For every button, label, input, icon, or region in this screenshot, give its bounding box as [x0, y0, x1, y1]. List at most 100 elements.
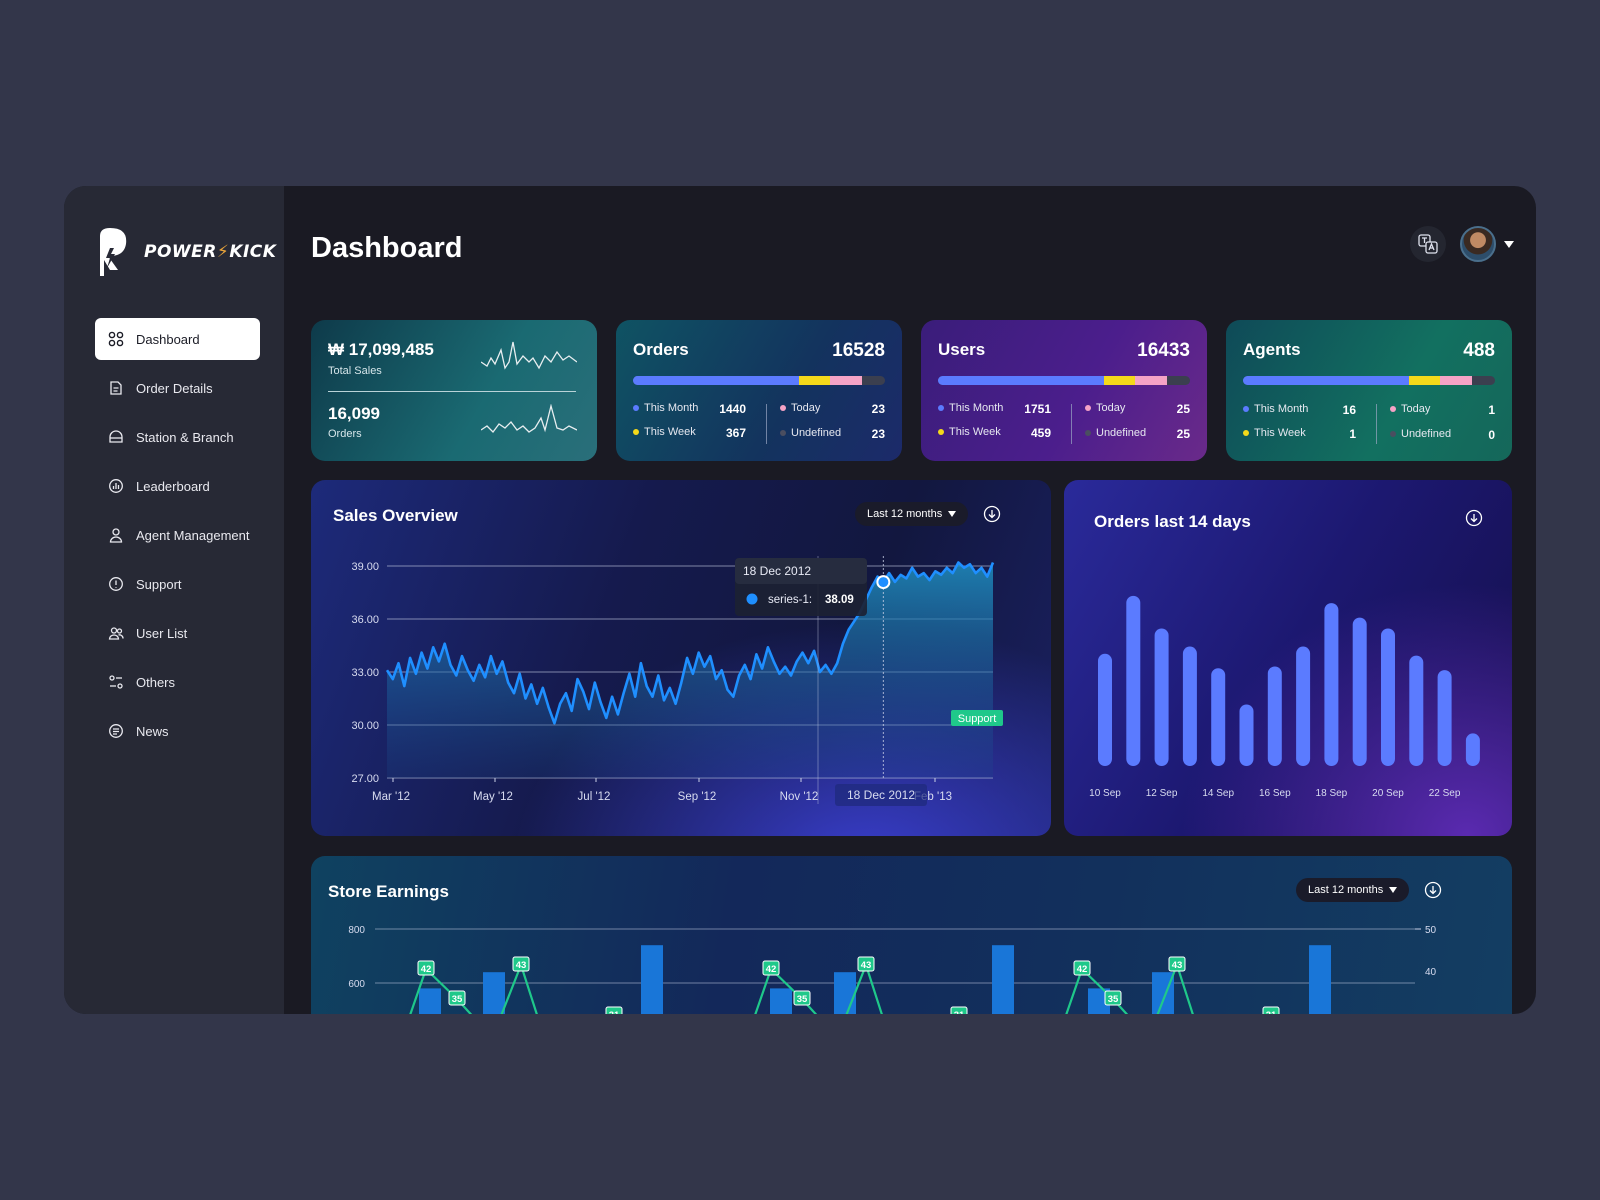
sidebar-item-leaderboard[interactable]: Leaderboard [95, 465, 260, 507]
bar [1154, 628, 1169, 766]
total-sales-label: Total Sales [328, 365, 382, 377]
bar [1381, 628, 1395, 766]
bolt-icon: ⚡ [216, 242, 230, 262]
sliders-icon [107, 673, 125, 691]
dot-icon [938, 405, 944, 411]
line-data-label-box [417, 960, 435, 976]
bar [419, 988, 441, 1014]
download-icon[interactable] [1465, 509, 1483, 527]
bar [1409, 655, 1424, 766]
line-data-label: 42 [766, 964, 777, 975]
y-right-tick-label: 50 [1425, 925, 1437, 936]
sidebar-item-label: Agent Management [136, 527, 250, 543]
x-tick-label: 22 Sep [1429, 788, 1461, 799]
y-tick-label: 27.00 [351, 773, 379, 785]
line-data-label: 42 [1077, 964, 1088, 975]
annotation-badge [951, 710, 1003, 726]
dot-icon [780, 430, 786, 436]
line-data-label-box [857, 956, 875, 972]
chevron-down-icon[interactable] [1504, 240, 1514, 248]
undefined-value: 0 [1488, 428, 1495, 442]
brand-name-right: KICK [229, 242, 277, 262]
series-line [754, 967, 818, 1014]
app-window: POWER⚡KICK Dashboard Order Details Stati… [64, 186, 1536, 1014]
line-data-label: 43 [861, 960, 872, 971]
line-data-label-box [1168, 956, 1186, 972]
sidebar-item-order-details[interactable]: Order Details [95, 367, 260, 409]
series-line [385, 561, 995, 725]
this-month-value: 1751 [1024, 402, 1051, 416]
chevron-down-icon [1389, 887, 1398, 893]
x-tick-label: 10 Sep [1089, 788, 1121, 799]
dot-icon [1243, 430, 1249, 436]
bar-segment-today [1134, 376, 1168, 385]
line-data-label-box [793, 990, 811, 1006]
download-icon[interactable] [983, 505, 1001, 523]
bar [770, 988, 792, 1014]
brand-logo[interactable]: POWER⚡KICK [94, 226, 276, 278]
sidebar-item-support[interactable]: Support [95, 563, 260, 605]
bar [1126, 595, 1141, 766]
tooltip-dot [746, 593, 758, 605]
x-tick-label: 16 Sep [1259, 788, 1291, 799]
line-data-label: 43 [1172, 960, 1183, 971]
bar [1211, 668, 1226, 766]
translate-button[interactable] [1410, 226, 1446, 262]
orders-value: 16,099 [328, 404, 380, 423]
download-icon[interactable] [1424, 881, 1442, 899]
tooltip-value: 38.09 [825, 594, 854, 606]
period-select[interactable]: Last 12 months [855, 502, 969, 526]
divider [1071, 404, 1072, 444]
sales-overview-card: Sales Overview Last 12 months 39.00 36.00… [311, 480, 1051, 836]
sidebar-item-user-list[interactable]: User List [95, 612, 260, 654]
x-tick-label: Jul '12 [578, 791, 611, 803]
legend-this-week: This Week [633, 426, 696, 438]
bar [1098, 653, 1112, 766]
sidebar-item-others[interactable]: Others [95, 661, 260, 703]
bar-segment-week [799, 376, 830, 385]
line-data-label-box [762, 960, 780, 976]
bar [483, 972, 505, 1014]
dot-icon [633, 429, 639, 435]
dot-icon [938, 429, 944, 435]
period-select[interactable]: Last 12 months [1296, 878, 1410, 902]
brand-name: POWER⚡KICK [144, 242, 276, 262]
tooltip-series-label: series-1: [768, 594, 812, 606]
station-icon [107, 428, 125, 446]
x-tick-label: May '12 [473, 791, 513, 803]
dot-icon [1390, 431, 1396, 437]
agents-card-total: 488 [1463, 340, 1495, 361]
avatar[interactable] [1460, 226, 1496, 262]
legend-label: This Week [644, 426, 696, 438]
x-tick-label: Sep '12 [678, 791, 717, 803]
users-card-total: 16433 [1137, 340, 1190, 361]
legend-undefined: Undefined [1085, 427, 1146, 439]
orders-progress-bar [633, 376, 885, 385]
y-left-tick-label: 600 [348, 979, 365, 990]
legend-this-month: This Month [938, 402, 1003, 414]
sidebar-item-agent-management[interactable]: Agent Management [95, 514, 260, 556]
main-content: Dashboard ₩ 17,099,485 Total Sales 16,09… [284, 186, 1536, 1014]
bar-segment-month [633, 376, 800, 385]
y-tick-label: 30.00 [351, 720, 379, 732]
legend-label: This Month [949, 402, 1004, 414]
bar [1267, 666, 1282, 766]
legend-undefined: Undefined [1390, 428, 1451, 440]
sidebar-item-station-branch[interactable]: Station & Branch [95, 416, 260, 458]
sidebar-item-label: News [136, 723, 169, 739]
users-card-title: Users [938, 340, 986, 359]
legend-label: This Month [1254, 403, 1309, 415]
store-earnings-chart: 800 600 50 40 42 35 43 31 42 35 43 31 42 35 43 31 [348, 925, 1437, 1014]
line-data-label: 35 [797, 994, 808, 1005]
crosshair-label-box [835, 784, 927, 806]
dot-icon [1243, 406, 1249, 412]
sidebar-item-dashboard[interactable]: Dashboard [95, 318, 260, 360]
sidebar-item-news[interactable]: News [95, 710, 260, 752]
line-data-label: 31 [954, 1010, 965, 1014]
today-value: 1 [1488, 403, 1495, 417]
today-value: 25 [1176, 402, 1190, 416]
store-earnings-card: Store Earnings Last 12 months 800 600 50 40… [311, 856, 1512, 1014]
orders-card-total: 16528 [832, 340, 885, 361]
this-month-value: 16 [1342, 403, 1356, 417]
crosshair-label: 18 Dec 2012 [847, 788, 915, 802]
